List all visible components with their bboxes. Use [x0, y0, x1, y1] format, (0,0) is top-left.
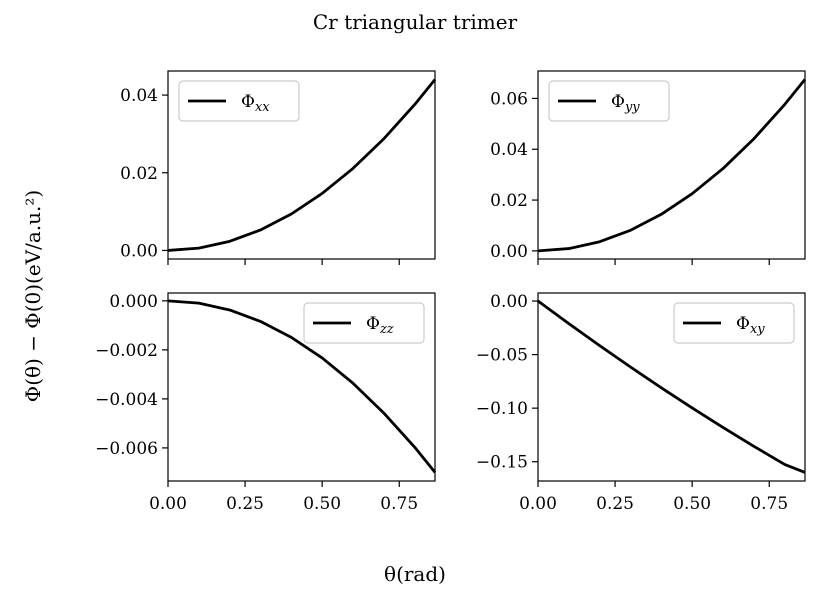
x-tick-label: 0.50: [303, 494, 341, 514]
legend: Φxy: [673, 302, 795, 344]
y-tick-label: 0.02: [120, 164, 158, 184]
x-tick-label: 0.25: [226, 494, 264, 514]
y-axis-label: Φ(θ) − Φ(0)(eV/a.u.²): [21, 190, 45, 402]
legend: Φxx: [178, 80, 300, 122]
legend-box: [548, 80, 670, 122]
y-tick-label: 0.000: [109, 292, 158, 312]
x-axis-label: θ(rad): [384, 562, 446, 586]
y-tick-label: 0.06: [490, 89, 528, 109]
series-line-3-1: [167, 299, 437, 474]
axes-frame: [537, 292, 806, 482]
legend-label: Φzz: [366, 314, 394, 337]
legend-label: Φxy: [736, 314, 765, 337]
x-tick-label: 0.75: [380, 494, 418, 514]
legend-box: [673, 302, 795, 344]
legend-box: [178, 80, 300, 122]
x-tick-label: 0.00: [519, 494, 557, 514]
subplot-2: 0.00 0.02 0.04 0.06 Φyy: [490, 70, 807, 265]
legend: Φzz: [303, 302, 425, 344]
y-tick-label: −0.10: [476, 399, 528, 419]
y-tick-label: −0.05: [476, 346, 528, 366]
y-tick-label: −0.002: [95, 341, 158, 361]
series-line-4-1: [537, 299, 806, 474]
axes-frame: [167, 292, 436, 482]
x-tick-label: 0.75: [750, 494, 788, 514]
y-tick-label: 0.00: [490, 242, 528, 262]
y-tick-label: 0.02: [490, 191, 528, 211]
y-tick-label: 0.04: [120, 86, 158, 106]
y-tick-label: 0.04: [490, 140, 528, 160]
subplot-4: 0.00 0.25 0.50 0.75 0.00 −0.05 −0.10 −0.15 Φxy: [476, 292, 806, 514]
legend: Φyy: [548, 80, 670, 122]
legend-label: Φxx: [241, 92, 270, 115]
y-tick-label: −0.006: [95, 439, 158, 459]
figure-title: Cr triangular trimer: [313, 10, 518, 34]
y-tick-label: 0.00: [490, 292, 528, 312]
y-tick-label: −0.004: [95, 390, 158, 410]
series-line-2-1: [537, 78, 807, 253]
legend-box: [303, 302, 425, 344]
axes-frame: [537, 70, 806, 260]
y-tick-label: −0.15: [476, 453, 528, 473]
x-tick-label: 0.00: [149, 494, 187, 514]
x-tick-label: 0.50: [673, 494, 711, 514]
y-tick-label: 0.00: [120, 241, 158, 261]
subplot-1: 0.00 0.02 0.04 Φxx: [120, 70, 437, 265]
legend-label: Φyy: [611, 92, 640, 115]
series-line-1-1: [167, 78, 437, 252]
axes-frame: [167, 70, 436, 260]
subplot-3: 0.00 0.25 0.50 0.75 0.000 −0.002 −0.004 −0.006 Φ…: [95, 292, 437, 514]
x-tick-label: 0.25: [596, 494, 634, 514]
